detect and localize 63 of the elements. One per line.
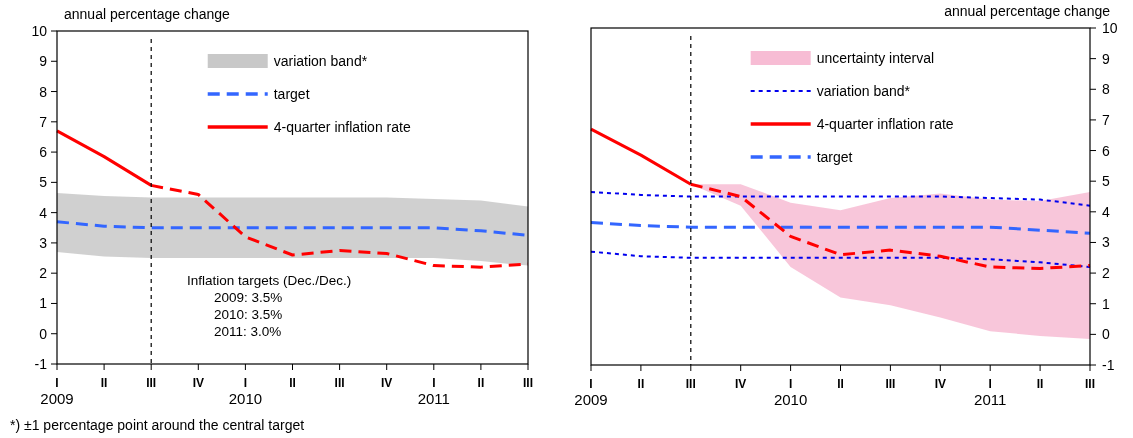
x-tick-label: I 2010 xyxy=(228,376,263,407)
y-tick-label: 2 xyxy=(39,265,48,282)
y2-tick-label: 5 xyxy=(1102,173,1110,190)
annotation: 2011: 3.0% xyxy=(214,324,282,340)
x-tick-label: I 2009 xyxy=(574,377,608,408)
y2-tick-label: 10 xyxy=(1102,20,1118,36)
y2-tick-label: 2 xyxy=(1102,265,1110,282)
x-tick-label: I 2011 xyxy=(974,377,1007,408)
y2-tick-label: -1 xyxy=(1102,357,1115,373)
y-tick-label: 6 xyxy=(39,144,48,161)
legend-label: 4-quarter inflation rate xyxy=(273,119,411,135)
x-tick-label: II xyxy=(837,377,844,391)
legend-label: variation band* xyxy=(816,83,911,99)
y-tick-label: 3 xyxy=(39,234,48,251)
x-tick-label: II xyxy=(477,376,485,390)
line-series xyxy=(590,190,1091,207)
x-tick-label: II xyxy=(1036,377,1044,391)
x-tick-label: II xyxy=(637,377,645,391)
x-tick-label: IV xyxy=(192,376,204,390)
y-tick-label: 4 xyxy=(39,204,48,221)
legend-label: target xyxy=(273,86,310,102)
y2-tick-label: 6 xyxy=(1102,142,1110,159)
y-tick-label: 7 xyxy=(39,113,48,130)
y-axis-title: annual percentage change xyxy=(64,6,231,22)
legend-label: target xyxy=(816,149,853,165)
x-tick-label: I 2009 xyxy=(40,376,74,407)
x-tick-label: III xyxy=(522,376,534,390)
legend-label: variation band* xyxy=(273,53,368,69)
x-tick-label: II xyxy=(289,376,296,390)
y-tick-label: 1 xyxy=(39,295,48,312)
x-tick-label: IV xyxy=(735,377,747,391)
x-tick-label: I 2011 xyxy=(417,376,450,407)
y-tick-label: 9 xyxy=(39,53,48,70)
x-tick-label: I 2010 xyxy=(773,377,808,408)
y2-tick-label: 4 xyxy=(1102,203,1110,220)
line-series xyxy=(589,221,1092,235)
text: *) ±1 percentage point around the central target xyxy=(10,417,305,433)
y2-axis-title: annual percentage change xyxy=(944,3,1111,19)
legend-label: uncertainty interval xyxy=(816,50,935,66)
y-tick-label: 5 xyxy=(39,174,48,191)
x-tick-label: IV xyxy=(381,376,393,390)
legend-label: 4-quarter inflation rate xyxy=(816,116,954,132)
x-tick-label: III xyxy=(334,376,345,390)
annotation: 2009: 3.5% xyxy=(214,290,283,306)
x-tick-label: III xyxy=(885,377,896,391)
y-tick-label: -1 xyxy=(34,356,48,372)
x-tick-label: II xyxy=(100,376,108,390)
y2-tick-label: 8 xyxy=(1102,81,1110,98)
x-tick-label: III xyxy=(146,376,157,390)
x-tick-label: III xyxy=(1084,377,1096,391)
y2-tick-label: 0 xyxy=(1102,326,1110,343)
x-tick-label: IV xyxy=(934,377,946,391)
y2-tick-label: 1 xyxy=(1102,295,1110,312)
annotation: 2010: 3.5% xyxy=(214,307,283,323)
annotation: Inflation targets (Dec./Dec.) xyxy=(187,273,352,289)
line-series xyxy=(590,250,1091,268)
y-tick-label: 8 xyxy=(39,83,48,100)
y2-tick-label: 3 xyxy=(1102,234,1110,251)
y-tick-label: 10 xyxy=(31,23,48,39)
y2-tick-label: 7 xyxy=(1102,111,1110,128)
x-tick-label: III xyxy=(685,377,696,391)
y2-tick-label: 9 xyxy=(1102,50,1110,67)
y-tick-label: 0 xyxy=(39,325,48,342)
